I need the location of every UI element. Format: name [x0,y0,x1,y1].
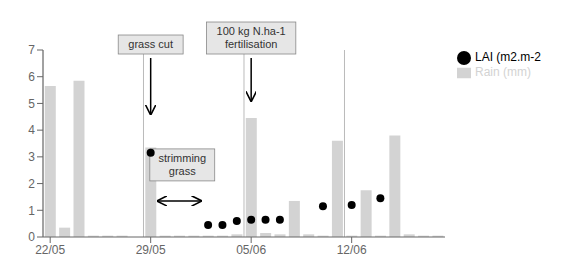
svg-text:7: 7 [28,43,35,57]
svg-text:1: 1 [28,204,35,218]
svg-text:0: 0 [28,230,35,244]
svg-text:fertilisation: fertilisation [225,38,278,50]
svg-text:5: 5 [28,97,35,111]
svg-text:3: 3 [28,150,35,164]
html-text:LAI (m2.m-2: LAI (m2.m-2 [475,50,541,64]
svg-text:grass cut: grass cut [128,38,173,50]
svg-text:strimming: strimming [158,152,206,164]
svg-text:12/06: 12/06 [337,243,367,257]
svg-text:4: 4 [28,123,35,137]
svg-text:22/05: 22/05 [35,243,65,257]
svg-text:6: 6 [28,70,35,84]
html-text:Rain (mm): Rain (mm) [475,64,531,79]
svg-text:grass: grass [169,165,196,177]
svg-text:2: 2 [28,177,35,191]
svg-text:100 kg N.ha-1: 100 kg N.ha-1 [217,25,286,37]
svg-text:29/05: 29/05 [136,243,166,257]
svg-text:05/06: 05/06 [236,243,266,257]
